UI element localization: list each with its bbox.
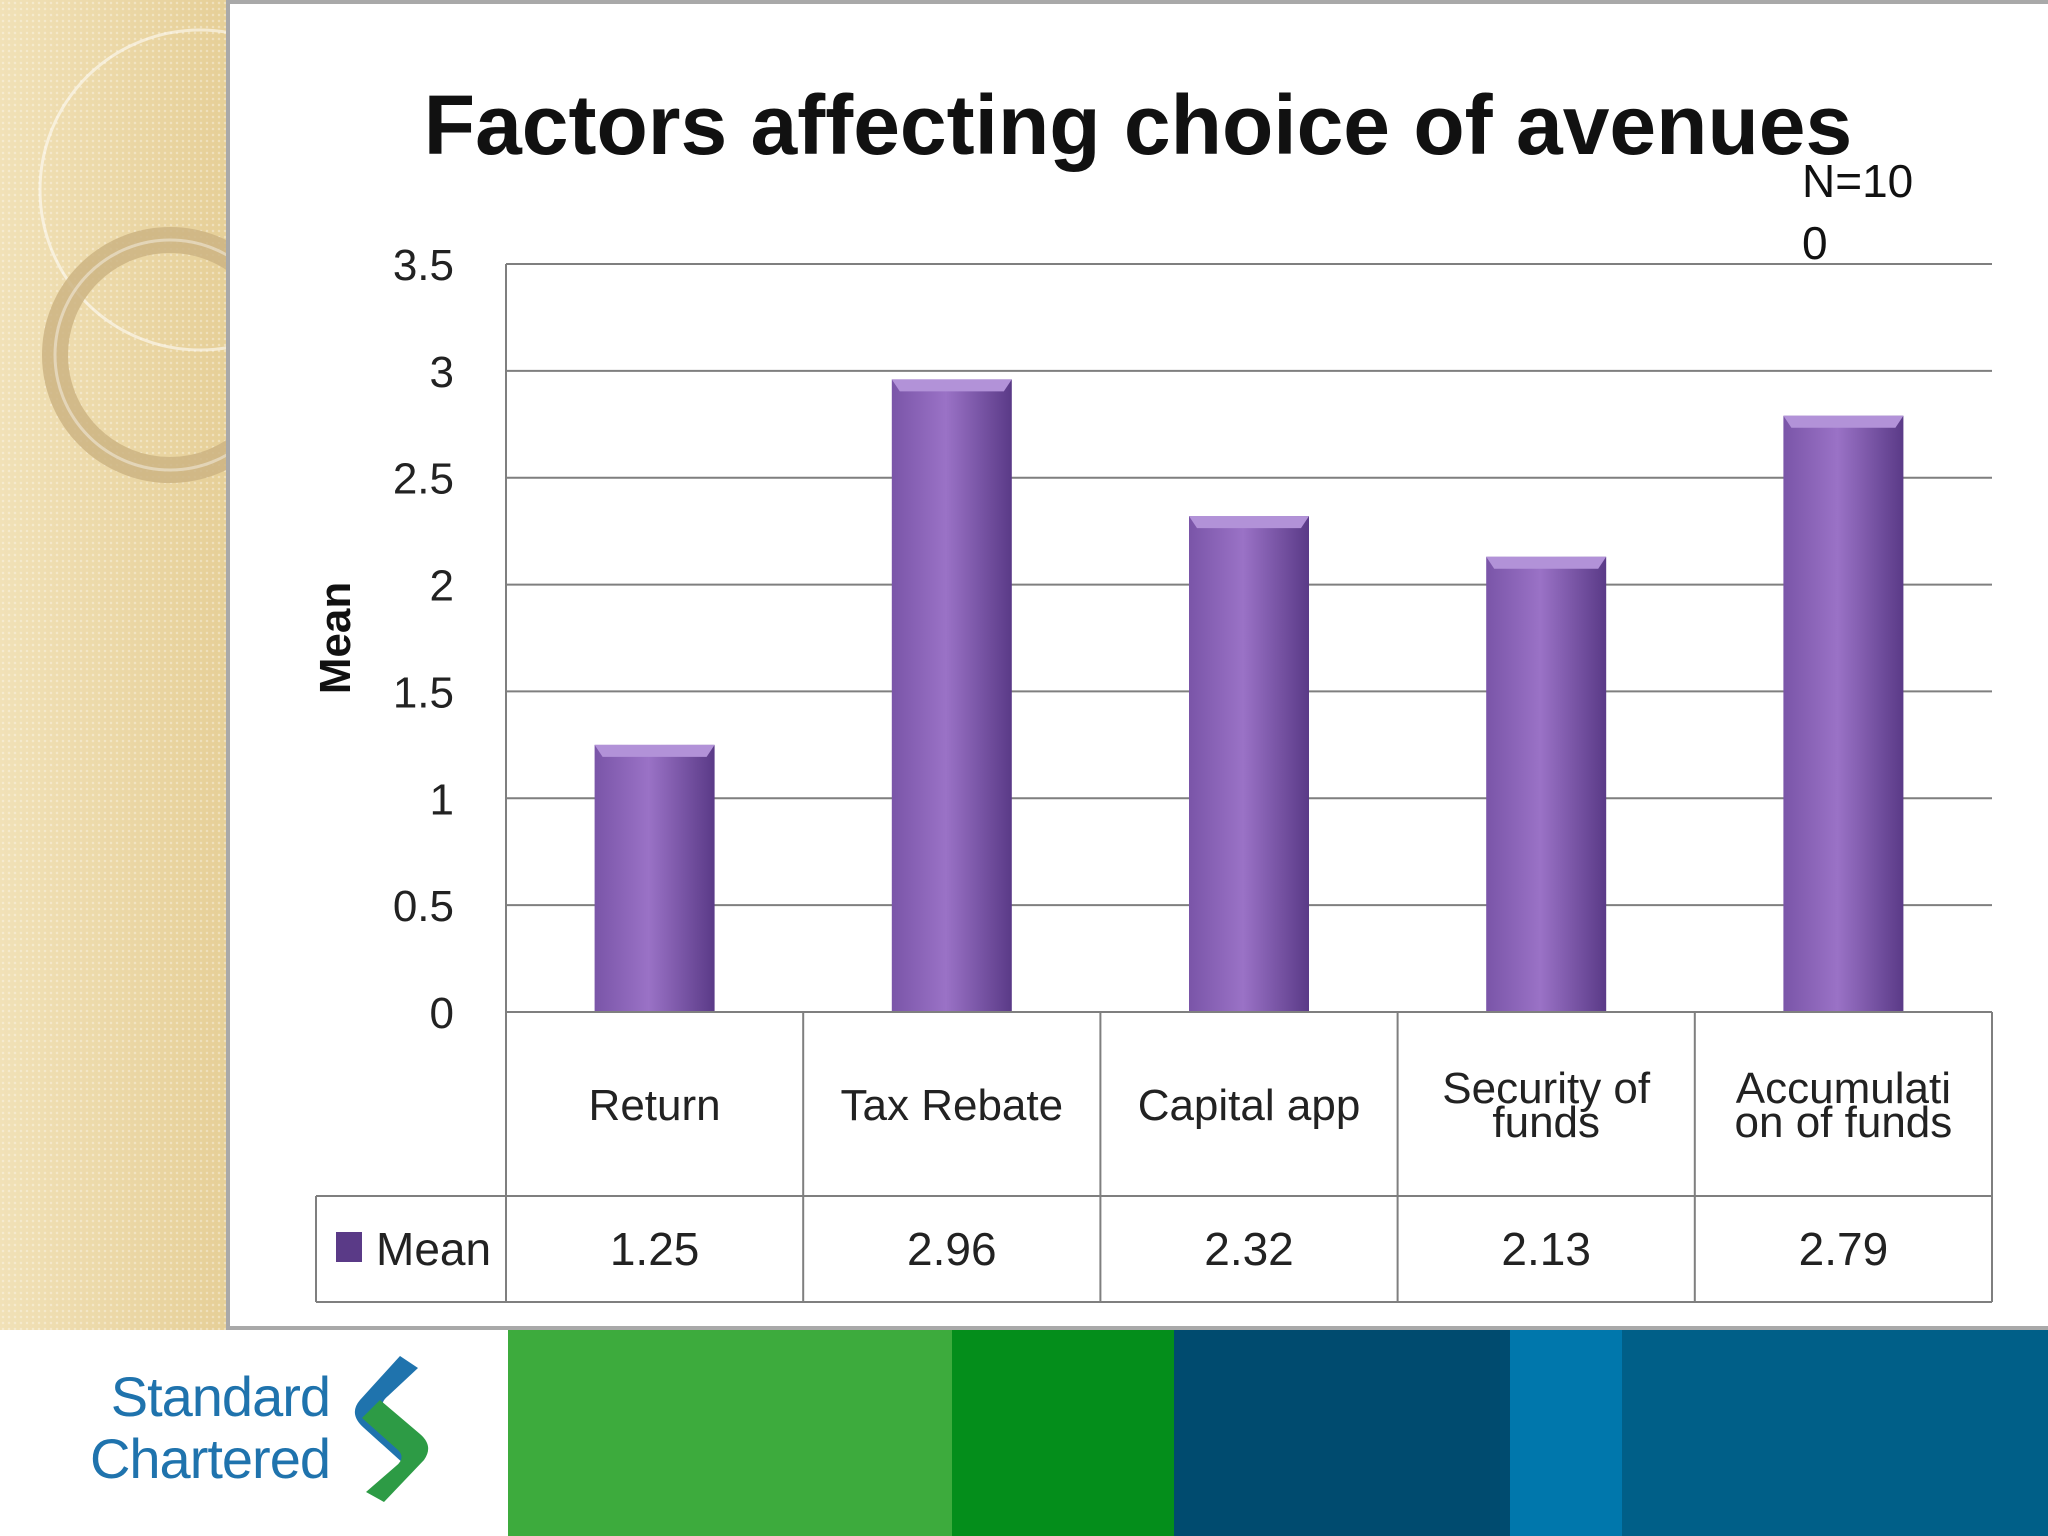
y-tick-label: 3.5 bbox=[393, 241, 454, 290]
category-label: Capital app bbox=[1138, 1081, 1361, 1130]
y-tick-label: 0 bbox=[430, 989, 454, 1038]
data-value-label: 2.79 bbox=[1799, 1223, 1889, 1275]
legend-swatch bbox=[336, 1232, 362, 1262]
standard-chartered-logo: Standard Chartered bbox=[70, 1365, 331, 1490]
bar-cap bbox=[891, 379, 1012, 392]
logo-line-chartered: Chartered bbox=[89, 1427, 331, 1490]
data-value-label: 2.96 bbox=[907, 1223, 997, 1275]
y-tick-label: 2 bbox=[430, 562, 454, 611]
bar-body bbox=[891, 379, 1012, 1012]
bar bbox=[594, 744, 715, 1012]
bar-body bbox=[1783, 415, 1904, 1012]
bar-body bbox=[1486, 556, 1607, 1012]
y-tick-label: 1.5 bbox=[393, 668, 454, 717]
chart-frame: Factors affecting choice of avenues N=10… bbox=[226, 0, 2048, 1330]
y-tick-label: 1 bbox=[430, 775, 454, 824]
color-band bbox=[1510, 1330, 1622, 1536]
decorative-side-panel bbox=[0, 0, 228, 1330]
bar-cap bbox=[1486, 556, 1607, 569]
data-value-label: 2.32 bbox=[1204, 1223, 1294, 1275]
category-label: funds bbox=[1492, 1098, 1600, 1147]
decorative-ring-large bbox=[38, 28, 228, 352]
color-band bbox=[508, 1330, 952, 1536]
bar bbox=[891, 379, 1012, 1012]
decorative-ring-thick bbox=[42, 227, 228, 483]
y-tick-label: 0.5 bbox=[393, 882, 454, 931]
bar-cap bbox=[1783, 415, 1904, 428]
decorative-ring-highlight bbox=[53, 238, 228, 472]
category-label: on of funds bbox=[1735, 1098, 1953, 1147]
color-band bbox=[952, 1330, 1174, 1536]
category-label: Return bbox=[589, 1081, 721, 1130]
bar-chart: Factors affecting choice of avenues N=10… bbox=[311, 78, 1993, 1303]
category-label: Tax Rebate bbox=[841, 1081, 1064, 1130]
logo-line-standard: Standard bbox=[110, 1365, 331, 1428]
bar bbox=[1189, 516, 1309, 1012]
color-band bbox=[1622, 1330, 2048, 1536]
y-tick-label: 2.5 bbox=[393, 455, 454, 504]
decorative-rings bbox=[38, 28, 228, 483]
bar bbox=[1486, 556, 1607, 1012]
bar-body bbox=[594, 744, 715, 1012]
bar-cap bbox=[1189, 516, 1309, 529]
legend-series-name: Mean bbox=[376, 1223, 491, 1275]
bar-cap bbox=[594, 744, 715, 757]
y-tick-label: 3 bbox=[430, 348, 454, 397]
chart-title: Factors affecting choice of avenues bbox=[424, 78, 1852, 172]
bar-body bbox=[1189, 516, 1309, 1012]
sample-size-annotation-wrap: 0 bbox=[1802, 217, 1828, 269]
sample-size-annotation: N=10 bbox=[1802, 155, 1913, 207]
y-axis-label: Mean bbox=[311, 582, 360, 694]
data-value-label: 1.25 bbox=[610, 1223, 700, 1275]
category-label: Accumulati bbox=[1736, 1064, 1951, 1113]
data-value-label: 2.13 bbox=[1501, 1223, 1591, 1275]
footer-branding-bar: Standard Chartered bbox=[0, 1330, 2048, 1536]
color-band bbox=[1174, 1330, 1510, 1536]
standard-chartered-icon bbox=[354, 1356, 429, 1502]
bar bbox=[1783, 415, 1904, 1012]
category-label: Security of bbox=[1442, 1064, 1651, 1113]
